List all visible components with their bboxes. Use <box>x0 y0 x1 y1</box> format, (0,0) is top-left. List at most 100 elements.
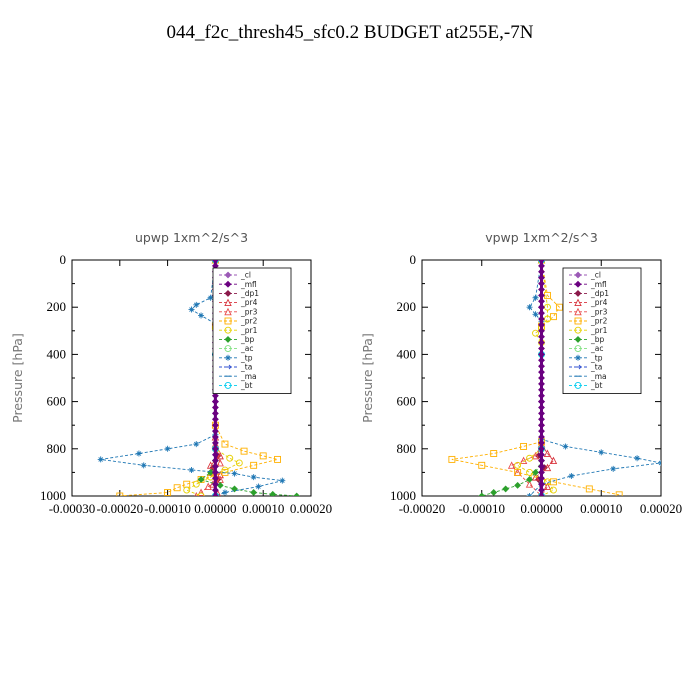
series-group <box>448 260 661 496</box>
legend-box <box>212 267 292 394</box>
legend-label: _bt <box>240 381 253 390</box>
data-point <box>538 374 545 382</box>
data-point <box>478 492 486 496</box>
legend-label: _pr2 <box>240 317 258 326</box>
legend-item: _ma <box>219 372 257 381</box>
data-point <box>532 329 539 337</box>
legend-item: _pr2 <box>569 317 608 326</box>
legend-marker <box>574 345 582 353</box>
legend-marker <box>574 289 582 297</box>
data-point <box>538 286 545 293</box>
data-point <box>568 472 575 479</box>
y-tick-label: 200 <box>47 299 67 314</box>
data-point <box>538 303 545 311</box>
x-tick-label: 0.00000 <box>520 501 562 516</box>
legend-label: _bt <box>590 381 603 390</box>
data-point <box>188 467 195 474</box>
data-point <box>543 449 552 457</box>
legend-item: _cl <box>569 271 601 280</box>
legend-label: _ta <box>240 363 252 372</box>
legend-item: _bp <box>569 335 605 344</box>
legend-marker <box>224 289 232 297</box>
legend-label: _bp <box>590 335 605 344</box>
data-point <box>526 454 533 462</box>
legend-label: _cl <box>240 271 251 280</box>
legend-label: _tp <box>590 353 603 362</box>
y-tick-label: 1000 <box>40 488 66 503</box>
data-point <box>507 461 516 469</box>
data-point <box>514 481 522 489</box>
data-point <box>164 445 171 452</box>
legend-marker <box>574 317 582 325</box>
legend-marker <box>224 317 232 325</box>
data-point <box>538 415 545 423</box>
x-tick-label: 0.00010 <box>580 501 622 516</box>
data-point <box>526 468 533 476</box>
y-tick-label: 600 <box>47 394 67 409</box>
data-point <box>555 303 563 311</box>
data-point <box>211 404 219 411</box>
legend-item: _pr1 <box>569 326 608 335</box>
data-point <box>543 463 552 472</box>
data-point <box>221 468 229 476</box>
legend-item: _pr2 <box>219 317 258 326</box>
legend-marker <box>575 354 581 361</box>
data-point <box>164 489 172 496</box>
data-point <box>585 485 593 493</box>
legend-label: _pr1 <box>240 326 258 335</box>
data-point <box>598 449 605 456</box>
data-point <box>525 480 534 488</box>
legend-label: _pr4 <box>240 298 258 307</box>
data-point <box>250 489 258 496</box>
data-point <box>211 421 219 429</box>
data-point <box>502 485 510 493</box>
data-point <box>140 462 147 469</box>
chart-panel-1: upwp 1xm^2/s^3 Pressure [hPa] 0 200 400 600 80… <box>10 230 332 516</box>
data-point <box>658 459 661 466</box>
legend-item: _ac <box>219 344 253 353</box>
data-point <box>490 450 498 457</box>
series-mfl-profile <box>538 260 545 496</box>
y-tick-label: 1000 <box>390 488 416 503</box>
x-tick-label: -0.00010 <box>144 501 191 516</box>
data-point <box>514 461 522 469</box>
data-point <box>538 380 545 388</box>
data-point <box>634 455 641 462</box>
data-point <box>538 404 545 411</box>
data-point <box>204 482 212 491</box>
legend-label: _ma <box>240 372 257 381</box>
data-point <box>538 398 545 406</box>
legend-item: _dp1 <box>569 289 609 298</box>
data-point <box>538 280 545 288</box>
legend-item: _bt <box>569 381 603 390</box>
data-point <box>538 392 545 400</box>
data-point <box>538 268 545 276</box>
data-point <box>235 459 243 467</box>
legend-item: _cl <box>219 271 251 280</box>
legend-label: _ta <box>590 363 602 372</box>
data-point <box>538 492 545 496</box>
legend-label: _bp <box>240 335 255 344</box>
data-point <box>532 294 539 301</box>
data-point <box>538 386 545 394</box>
data-point <box>216 458 224 467</box>
data-point <box>269 490 277 496</box>
legend-item: _bp <box>219 335 255 344</box>
data-point <box>274 455 281 463</box>
data-point <box>211 492 219 496</box>
data-point <box>538 345 545 352</box>
data-point <box>538 356 545 364</box>
data-point <box>562 443 569 450</box>
legend-item: _bt <box>219 381 253 390</box>
legend-item: _mfl <box>569 280 607 289</box>
legend-item: _tp <box>569 353 603 362</box>
legend-item: _pr4 <box>569 298 608 307</box>
data-point <box>198 312 205 319</box>
x-tick-label: -0.00020 <box>399 501 446 516</box>
legend-label: _dp1 <box>240 289 259 298</box>
legend-label: _pr3 <box>240 307 258 316</box>
data-point <box>550 486 557 494</box>
data-point <box>255 483 262 490</box>
series-line <box>481 260 542 496</box>
legend-label: _ac <box>240 344 253 353</box>
